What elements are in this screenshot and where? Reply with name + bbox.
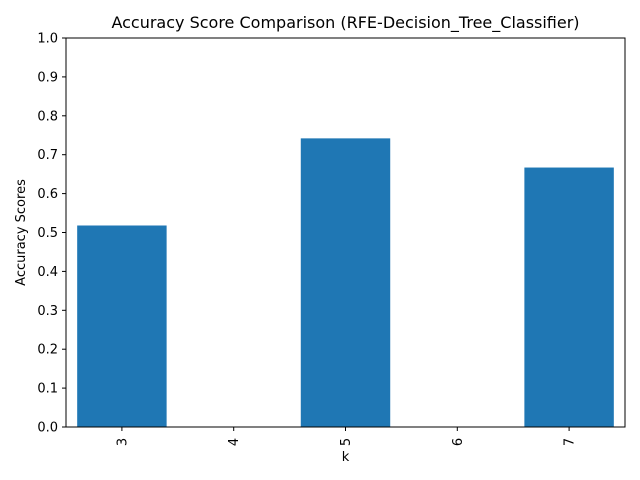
- y-tick-label: 0.1: [37, 382, 58, 397]
- y-axis-label: Accuracy Scores: [14, 179, 29, 286]
- bar-k-7: [524, 167, 614, 428]
- x-tick-label: 3: [115, 438, 130, 446]
- y-tick-label: 0.2: [37, 343, 58, 358]
- x-tick-label: 5: [339, 438, 354, 446]
- y-tick-label: 0.6: [37, 187, 58, 202]
- x-tick-label: 7: [563, 438, 578, 446]
- y-tick-label: 0.7: [37, 148, 58, 163]
- y-tick-label: 0.5: [37, 226, 58, 241]
- bar-k-5: [300, 138, 391, 427]
- y-axis: 0.0 0.1 0.2 0.3 0.4 0.5 0.6 0.7 0.8 0.9 1.0: [37, 32, 66, 436]
- y-tick-label: 0.8: [37, 109, 58, 124]
- y-tick-label: 1.0: [37, 32, 58, 47]
- x-tick-label: 6: [451, 438, 466, 446]
- x-tick-label: 4: [227, 438, 242, 446]
- y-tick-label: 0.9: [37, 70, 58, 85]
- y-tick-label: 0.4: [37, 265, 58, 280]
- y-tick-label: 0.3: [37, 304, 58, 319]
- y-tick-label: 0.0: [37, 421, 58, 436]
- x-axis: 3 4 5 6 7: [115, 427, 578, 446]
- x-axis-label: k: [342, 450, 350, 465]
- plot-frame: [65, 37, 626, 428]
- bar-k-3: [77, 225, 167, 427]
- chart-title: Accuracy Score Comparison (RFE-Decision_…: [111, 13, 579, 33]
- bars-group: [77, 138, 614, 428]
